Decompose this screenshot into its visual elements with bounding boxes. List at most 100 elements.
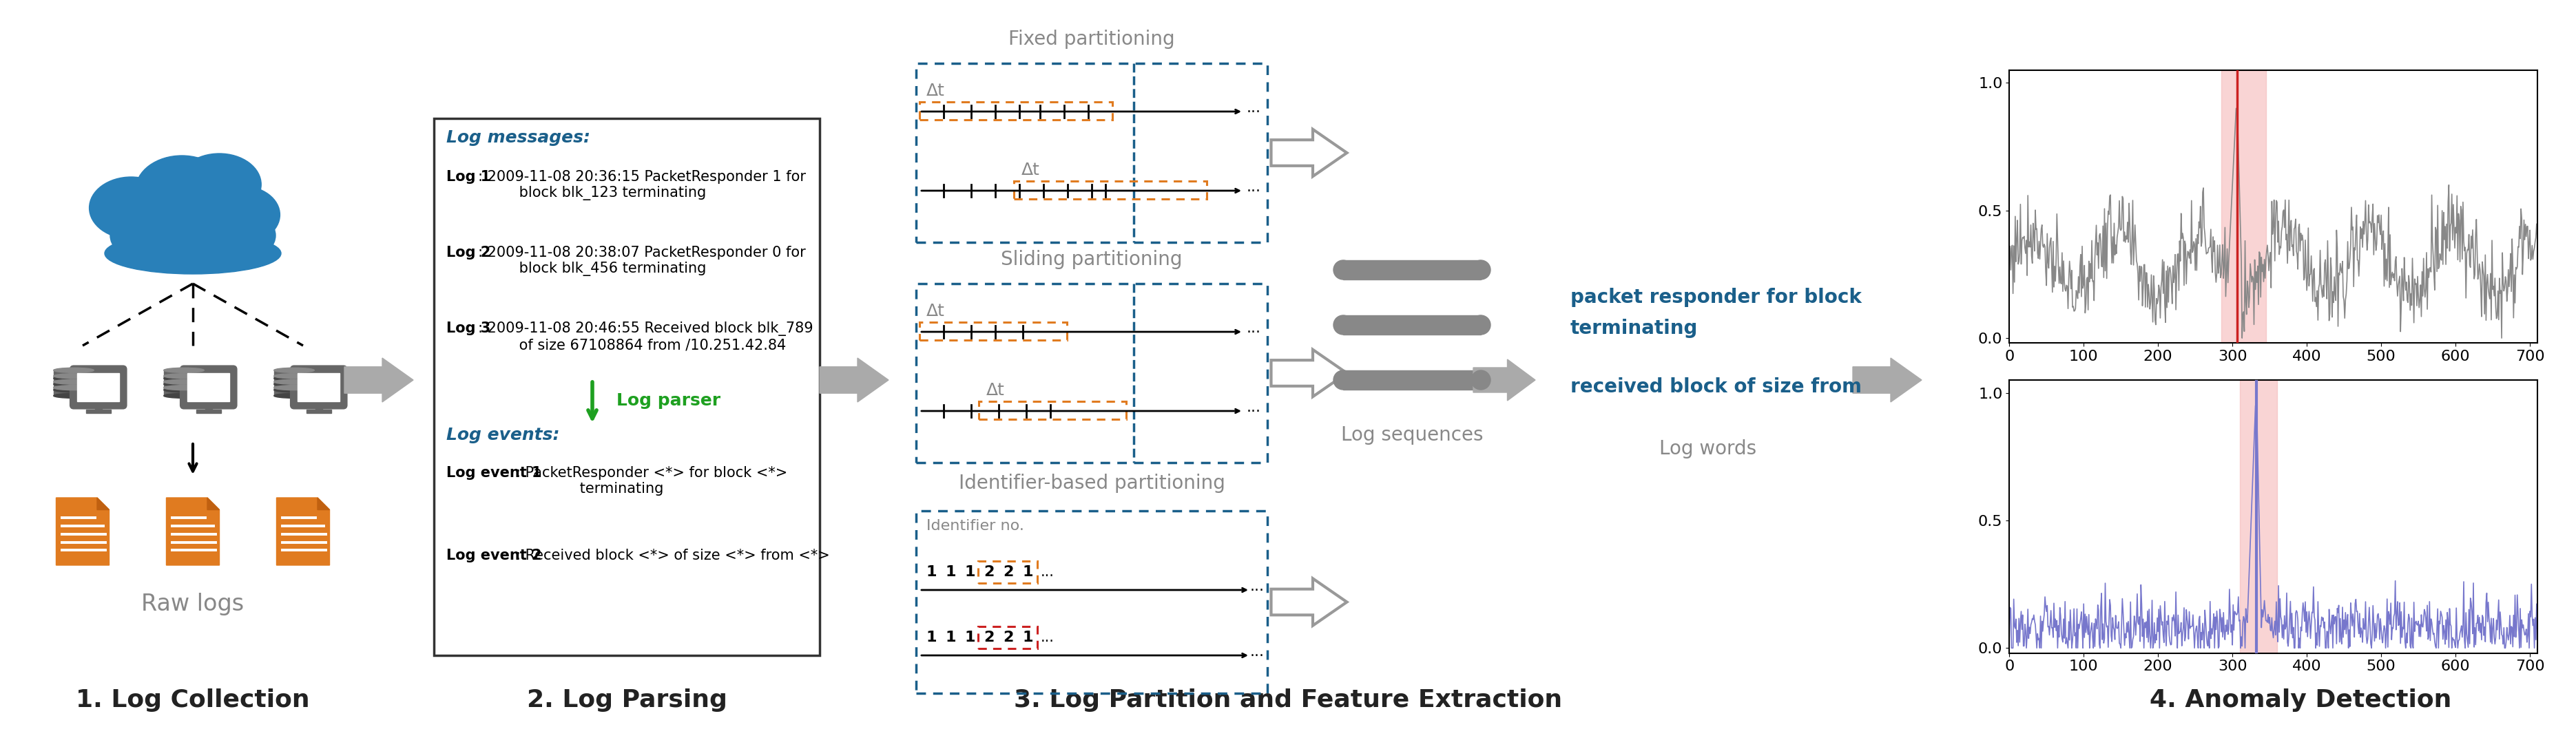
Bar	[314, 403, 322, 412]
Text: ...: ...	[1247, 322, 1262, 335]
Text: : Received block <*> of size <*> from <*>: : Received block <*> of size <*> from <*…	[515, 548, 829, 562]
Text: Log event 2: Log event 2	[446, 548, 541, 562]
Ellipse shape	[165, 368, 204, 373]
Polygon shape	[317, 497, 330, 510]
Ellipse shape	[1471, 315, 1492, 334]
Bar	[54, 376, 93, 384]
Bar	[273, 382, 314, 390]
Bar	[165, 370, 204, 379]
Polygon shape	[206, 497, 219, 510]
Bar	[273, 370, 314, 379]
Bar	[188, 373, 229, 401]
Bar	[917, 63, 1267, 242]
Text: : PacketResponder <*> for block <*>
              terminating: : PacketResponder <*> for block <*> term…	[515, 466, 788, 496]
Bar	[920, 102, 1113, 120]
Bar	[979, 627, 1038, 649]
Ellipse shape	[273, 368, 314, 373]
Bar	[979, 561, 1038, 583]
Bar	[206, 403, 211, 412]
Text: ...: ...	[1247, 101, 1262, 115]
Ellipse shape	[165, 376, 204, 381]
Text: Log 2: Log 2	[446, 246, 489, 260]
Polygon shape	[1473, 359, 1535, 401]
Text: : 2009-11-08 20:38:07 PacketResponder 0 for
         block blk_456 terminating: : 2009-11-08 20:38:07 PacketResponder 0 …	[479, 246, 806, 276]
Ellipse shape	[54, 393, 93, 399]
Text: Raw logs: Raw logs	[142, 593, 245, 615]
Bar	[433, 118, 819, 655]
Text: Identifier no.: Identifier no.	[927, 519, 1025, 533]
Bar	[917, 283, 1267, 463]
Polygon shape	[345, 358, 412, 402]
Ellipse shape	[204, 186, 281, 244]
Bar	[165, 376, 204, 384]
Text: Log sequences: Log sequences	[1342, 425, 1484, 445]
Ellipse shape	[137, 156, 229, 224]
Text: received block of size from: received block of size from	[1571, 377, 1862, 396]
Bar	[77, 373, 118, 401]
Bar	[2221, 70, 2267, 343]
Ellipse shape	[54, 373, 93, 379]
Polygon shape	[167, 497, 219, 565]
Bar	[917, 511, 1267, 693]
Text: Sliding partitioning: Sliding partitioning	[1002, 250, 1182, 269]
Bar	[2241, 380, 2277, 653]
Bar	[1015, 181, 1206, 199]
Ellipse shape	[54, 382, 93, 387]
Text: 1: 1	[945, 630, 956, 644]
Bar	[1342, 315, 1481, 334]
Text: Δt: Δt	[987, 382, 1005, 399]
Ellipse shape	[106, 232, 281, 274]
Polygon shape	[57, 497, 108, 565]
Ellipse shape	[111, 198, 276, 273]
Text: 1: 1	[925, 565, 938, 579]
Text: 2: 2	[984, 630, 994, 644]
Ellipse shape	[178, 154, 260, 215]
Ellipse shape	[1334, 261, 1352, 280]
Bar	[1342, 261, 1481, 280]
Polygon shape	[819, 358, 889, 402]
Ellipse shape	[54, 368, 93, 373]
Ellipse shape	[273, 373, 314, 379]
Text: 2: 2	[984, 565, 994, 579]
Bar	[54, 387, 93, 396]
Bar	[273, 387, 314, 396]
Text: Log words: Log words	[1659, 439, 1757, 458]
Ellipse shape	[165, 385, 204, 390]
Text: 1: 1	[963, 565, 976, 579]
Ellipse shape	[54, 385, 93, 390]
Text: : 2009-11-08 20:46:55 Received block blk_789
         of size 67108864 from /10.: : 2009-11-08 20:46:55 Received block blk…	[479, 322, 814, 352]
Ellipse shape	[273, 393, 314, 399]
FancyBboxPatch shape	[72, 367, 126, 408]
Text: : 2009-11-08 20:36:15 PacketResponder 1 for
         block blk_123 terminating: : 2009-11-08 20:36:15 PacketResponder 1 …	[479, 170, 806, 201]
Ellipse shape	[273, 387, 314, 393]
Text: Identifier-based partitioning: Identifier-based partitioning	[958, 474, 1226, 493]
Text: 1. Log Collection: 1. Log Collection	[75, 689, 309, 712]
Ellipse shape	[273, 376, 314, 381]
Text: Log parser: Log parser	[616, 393, 721, 409]
FancyBboxPatch shape	[180, 367, 237, 408]
Text: 2: 2	[1002, 565, 1012, 579]
Text: 1: 1	[945, 565, 956, 579]
Text: 1: 1	[925, 630, 938, 644]
Text: 2. Log Parsing: 2. Log Parsing	[526, 689, 726, 712]
Ellipse shape	[273, 385, 314, 390]
Bar	[307, 410, 332, 413]
Ellipse shape	[1471, 261, 1492, 280]
Bar	[196, 410, 222, 413]
Text: 1: 1	[1023, 565, 1033, 579]
Ellipse shape	[165, 387, 204, 393]
Bar	[54, 370, 93, 379]
Text: 3. Log Partition and Feature Extraction: 3. Log Partition and Feature Extraction	[1015, 689, 1561, 712]
Bar	[920, 323, 1066, 340]
Ellipse shape	[165, 382, 204, 387]
Text: Δt: Δt	[1023, 162, 1041, 179]
Bar	[165, 387, 204, 396]
Text: Δt: Δt	[927, 303, 945, 320]
Text: Log event 1: Log event 1	[446, 466, 541, 480]
Ellipse shape	[54, 376, 93, 381]
Ellipse shape	[54, 387, 93, 393]
Text: terminating: terminating	[1571, 319, 1698, 338]
Bar	[273, 376, 314, 384]
Text: 2: 2	[1002, 630, 1012, 644]
Polygon shape	[98, 497, 108, 510]
